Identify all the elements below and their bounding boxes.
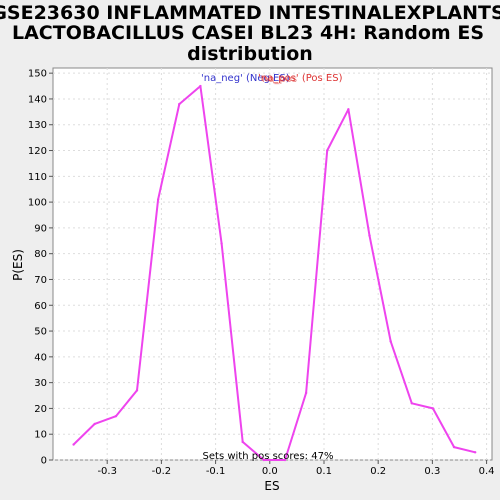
x-tick-label: -0.1 <box>206 466 226 477</box>
x-tick-label: 0.2 <box>370 466 386 477</box>
y-tick-label: 30 <box>34 378 47 389</box>
y-tick-label: 150 <box>28 69 47 80</box>
data-point <box>389 340 392 343</box>
legend-item-pos: 'na_pos' (Pos ES) <box>258 73 343 84</box>
x-axis-label: ES <box>264 479 279 493</box>
grid <box>53 68 492 461</box>
data-point <box>199 84 202 88</box>
data-point <box>220 242 223 245</box>
y-tick-label: 60 <box>34 301 47 312</box>
data-point <box>304 391 308 395</box>
chart-title-line-1: GSE23630 INFLAMMATED INTESTINALEXPLANTS <box>0 2 500 24</box>
y-tick-label: 90 <box>34 223 47 234</box>
y-tick-label: 140 <box>28 94 47 105</box>
y-tick-label: 110 <box>28 172 47 183</box>
y-tick-label: 100 <box>28 198 47 209</box>
y-axis-label: P(ES) <box>11 249 25 281</box>
plot-area <box>52 67 493 461</box>
y-tick-label: 10 <box>34 430 47 441</box>
data-point <box>156 198 160 201</box>
data-point <box>178 102 181 106</box>
data-point <box>410 402 413 405</box>
x-tick-label: 0.0 <box>262 466 278 477</box>
y-tick-label: 20 <box>34 404 47 415</box>
x-axis-ticks: -0.3 -0.2 -0.1 0.0 0.1 0.2 0.3 0.4 <box>97 460 495 477</box>
x-tick-label: 0.1 <box>316 466 332 477</box>
data-point <box>326 149 329 152</box>
x-tick-label: 0.4 <box>479 466 495 477</box>
y-tick-label: 70 <box>34 275 47 286</box>
y-axis-ticks: 0 10 20 30 40 50 60 70 80 90 100 110 120 130 140 150 <box>28 69 53 467</box>
y-tick-label: 80 <box>34 249 47 260</box>
data-point <box>283 458 287 462</box>
data-point <box>452 445 456 449</box>
y-tick-label: 40 <box>34 352 47 363</box>
y-tick-label: 120 <box>28 146 47 157</box>
data-point <box>135 389 139 392</box>
legend-item-neg: 'na_neg' (Neg ES) <box>201 73 290 84</box>
legend: 'na_neg' (Neg ES) 'na_pos' (Pos ES) na_p… <box>201 73 343 85</box>
y-tick-label: 0 <box>41 456 47 467</box>
data-point <box>368 234 371 237</box>
pos-score-annotation: Sets with pos scores: 47% <box>203 451 334 462</box>
data-point <box>114 414 118 418</box>
data-point <box>72 443 75 446</box>
x-tick-label: 0.3 <box>424 466 440 477</box>
data-point <box>241 440 244 444</box>
data-point <box>262 458 266 462</box>
y-tick-label: 130 <box>28 120 47 131</box>
series-line <box>72 85 476 461</box>
x-tick-label: -0.2 <box>152 466 172 477</box>
data-point <box>473 451 477 454</box>
data-point <box>93 422 96 426</box>
x-tick-label: -0.3 <box>97 466 117 477</box>
chart-title-line-2: LACTOBACILLUS CASEI BL23 4H: Random ES <box>12 22 484 44</box>
legend-overlap-text: na_pos <box>262 74 297 85</box>
chart-title: GSE23630 INFLAMMATED INTESTINALEXPLANTS … <box>0 2 500 65</box>
y-tick-label: 50 <box>34 327 47 338</box>
data-point <box>431 407 435 410</box>
data-point <box>347 108 350 111</box>
series-group <box>72 84 477 462</box>
chart-title-line-3: distribution <box>187 43 313 65</box>
